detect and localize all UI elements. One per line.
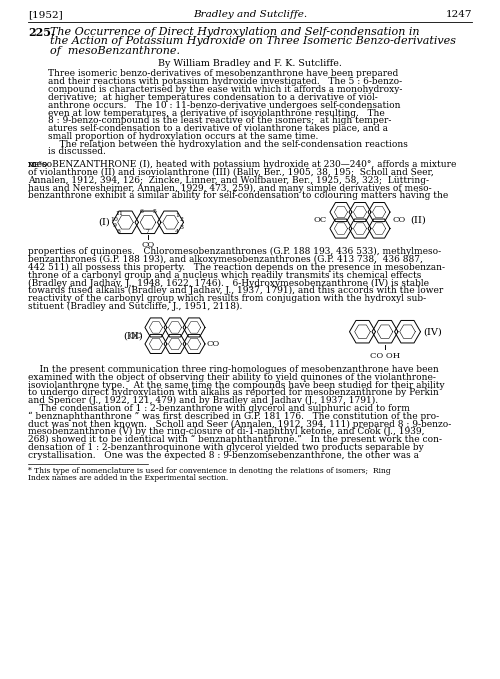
Text: benzanthrone exhibit a similar ability for self-condensation to colouring matter: benzanthrone exhibit a similar ability f… — [28, 191, 448, 200]
Text: 5: 5 — [153, 209, 157, 214]
Text: 6: 6 — [140, 209, 143, 214]
Text: In the present communication three ring-homologues of mesobenzanthrone have been: In the present communication three ring-… — [28, 365, 439, 374]
Text: Three isomeric benzo-derivatives of mesobenzanthrone have been prepared: Three isomeric benzo-derivatives of meso… — [48, 69, 398, 79]
Text: Annalen, 1912, 394, 126;  Zincke, Linner, and Wolfbauer, Ber., 1925, 58, 323;  L: Annalen, 1912, 394, 126; Zincke, Linner,… — [28, 176, 429, 185]
Text: OC: OC — [128, 332, 142, 340]
Text: to undergo direct hydroxylation with alkalis as reported for mesobenzanthrone by: to undergo direct hydroxylation with alk… — [28, 388, 439, 397]
Text: 2: 2 — [180, 217, 184, 222]
Text: benzanthrones (G.P. 188 193), and alkoxymesobenzanthrones (G.P. 413 738,  436 88: benzanthrones (G.P. 188 193), and alkoxy… — [28, 255, 423, 264]
Text: towards fused alkalis (Bradley and Jadhav, J., 1937, 1791), and this accords wit: towards fused alkalis (Bradley and Jadha… — [28, 287, 444, 295]
Text: (III): (III) — [123, 331, 142, 340]
Text: (I): (I) — [98, 218, 110, 227]
Text: and their reactions with potassium hydroxide investigated.   The 5 : 6-benzo-: and their reactions with potassium hydro… — [48, 77, 402, 86]
Text: haus and Neresheimer, Annalen, 1929, 473, 259), and many simple derivatives of m: haus and Neresheimer, Annalen, 1929, 473… — [28, 184, 431, 193]
Text: “ benznaphthanthrone ” was first described in G.P. 181 176.   The constitution o: “ benznaphthanthrone ” was first describ… — [28, 411, 439, 421]
Text: Bradley and Sutcliffe.: Bradley and Sutcliffe. — [193, 10, 307, 19]
Text: 268) showed it to be identical with “ benznaphthanthrone.”   In the present work: 268) showed it to be identical with “ be… — [28, 435, 442, 445]
Text: The relation between the hydroxylation and the self-condensation reactions: The relation between the hydroxylation a… — [48, 140, 408, 149]
Text: The Occurrence of Direct Hydroxylation and Self-condensation in: The Occurrence of Direct Hydroxylation a… — [50, 27, 420, 37]
Text: reactivity of the carbonyl group which results from conjugation with the hydroxy: reactivity of the carbonyl group which r… — [28, 294, 426, 303]
Text: atures self-condensation to a derivative of violanthrone takes place, and a: atures self-condensation to a derivative… — [48, 124, 388, 133]
Text: crystallisation.   One was the expected 8 : 9-benzomsebenzanthrone, the other wa: crystallisation. One was the expected 8 … — [28, 451, 419, 460]
Text: 11: 11 — [115, 210, 123, 216]
Text: stituent (Bradley and Sutcliffe, J., 1951, 2118).: stituent (Bradley and Sutcliffe, J., 195… — [28, 302, 242, 311]
Text: isoviolanthrone type.   At the same time the compounds have been studied for the: isoviolanthrone type. At the same time t… — [28, 380, 444, 390]
Text: derivative;  at higher temperatures condensation to a derivative of viol-: derivative; at higher temperatures conde… — [48, 93, 378, 102]
Text: is discussed.: is discussed. — [48, 147, 106, 156]
Text: even at low temperatures, a derivative of isoviolanthrone resulting.   The: even at low temperatures, a derivative o… — [48, 109, 385, 117]
Text: 8 : 9-benzo-compound is the least reactive of the isomers;  at high temper-: 8 : 9-benzo-compound is the least reacti… — [48, 116, 392, 126]
Text: 9: 9 — [112, 223, 116, 227]
Text: OC: OC — [314, 217, 327, 224]
Text: anthrone occurs.   The 10 : 11-benzo-derivative undergoes self-condensation: anthrone occurs. The 10 : 11-benzo-deriv… — [48, 100, 401, 110]
Text: The condensation of 1 : 2-benzanthrone with glycerol and sulphuric acid to form: The condensation of 1 : 2-benzanthrone w… — [28, 404, 410, 413]
Text: 10: 10 — [110, 217, 118, 222]
Text: ᴍᴇˢᴏ: ᴍᴇˢᴏ — [28, 160, 48, 169]
Text: small proportion of hydroxylation occurs at the same time.: small proportion of hydroxylation occurs… — [48, 132, 318, 141]
Text: (IV): (IV) — [424, 327, 442, 336]
Text: throne of a carbonyl group and a nucleus which readily transmits its chemical ef: throne of a carbonyl group and a nucleus… — [28, 271, 421, 280]
Text: [1952]: [1952] — [28, 10, 63, 19]
Text: Index names are added in the Experimental section.: Index names are added in the Experimenta… — [28, 475, 228, 482]
Text: of violanthrone (II) and isoviolanthrone (III) (Bally, Ber., 1905, 38, 195;  Sch: of violanthrone (II) and isoviolanthrone… — [28, 168, 434, 177]
Text: of  mesoBenzanthrone.: of mesoBenzanthrone. — [50, 46, 180, 56]
Text: properties of quinones.   Chloromesobenzanthrones (G.P. 188 193, 436 533), methy: properties of quinones. Chloromesobenzan… — [28, 247, 441, 257]
Text: 1247: 1247 — [446, 10, 472, 19]
Text: densation of 1 : 2-benzanthroquinone with glycerol yielded two products separabl: densation of 1 : 2-benzanthroquinone wit… — [28, 443, 424, 452]
Text: (Bradley and Jadhav, J., 1948, 1622, 1746).   6-Hydroxymesobenzanthrone (IV) is : (Bradley and Jadhav, J., 1948, 1622, 174… — [28, 278, 429, 288]
Text: CO OH: CO OH — [370, 352, 400, 360]
Text: 3: 3 — [180, 225, 184, 230]
Text: duct was not then known.   Scholl and Seer (Annalen, 1912, 394, 111) prepared 8 : duct was not then known. Scholl and Seer… — [28, 420, 451, 428]
Text: 4: 4 — [175, 229, 179, 234]
Text: * This type of nomenclature is used for convenience in denoting the relations of: * This type of nomenclature is used for … — [28, 466, 391, 475]
Text: compound is characterised by the ease with which it affords a monohydroxy-: compound is characterised by the ease wi… — [48, 85, 403, 94]
Text: 442 511) all possess this property.   The reaction depends on the presence in me: 442 511) all possess this property. The … — [28, 263, 445, 272]
Text: 1: 1 — [175, 213, 179, 218]
Text: CO: CO — [142, 241, 154, 249]
Text: the Action of Potassium Hydroxide on Three Isomeric Benzo-derivatives: the Action of Potassium Hydroxide on Thr… — [50, 37, 456, 46]
Text: 8: 8 — [117, 229, 121, 234]
Text: By William Bradley and F. K. Sutcliffe.: By William Bradley and F. K. Sutcliffe. — [158, 60, 342, 69]
Text: mesoBENZANTHRONE (I), heated with potassium hydroxide at 230—240°, affords a mix: mesoBENZANTHRONE (I), heated with potass… — [28, 160, 456, 170]
Text: CO: CO — [392, 217, 406, 224]
Text: CO: CO — [206, 340, 220, 348]
Text: (II): (II) — [410, 216, 426, 225]
Text: and Spencer (J., 1922, 121, 479) and by Bradley and Jadhav (J., 1937, 1791).: and Spencer (J., 1922, 121, 479) and by … — [28, 396, 378, 405]
Text: 225.: 225. — [28, 27, 55, 38]
Text: 7: 7 — [146, 229, 150, 234]
Text: examined with the object of observing their ability to yield quinones of the vio: examined with the object of observing th… — [28, 373, 436, 382]
Text: mesobenzanthrone (V) by the ring-closure of di-1-naphthyl ketone, and Cook (J., : mesobenzanthrone (V) by the ring-closure… — [28, 427, 424, 437]
